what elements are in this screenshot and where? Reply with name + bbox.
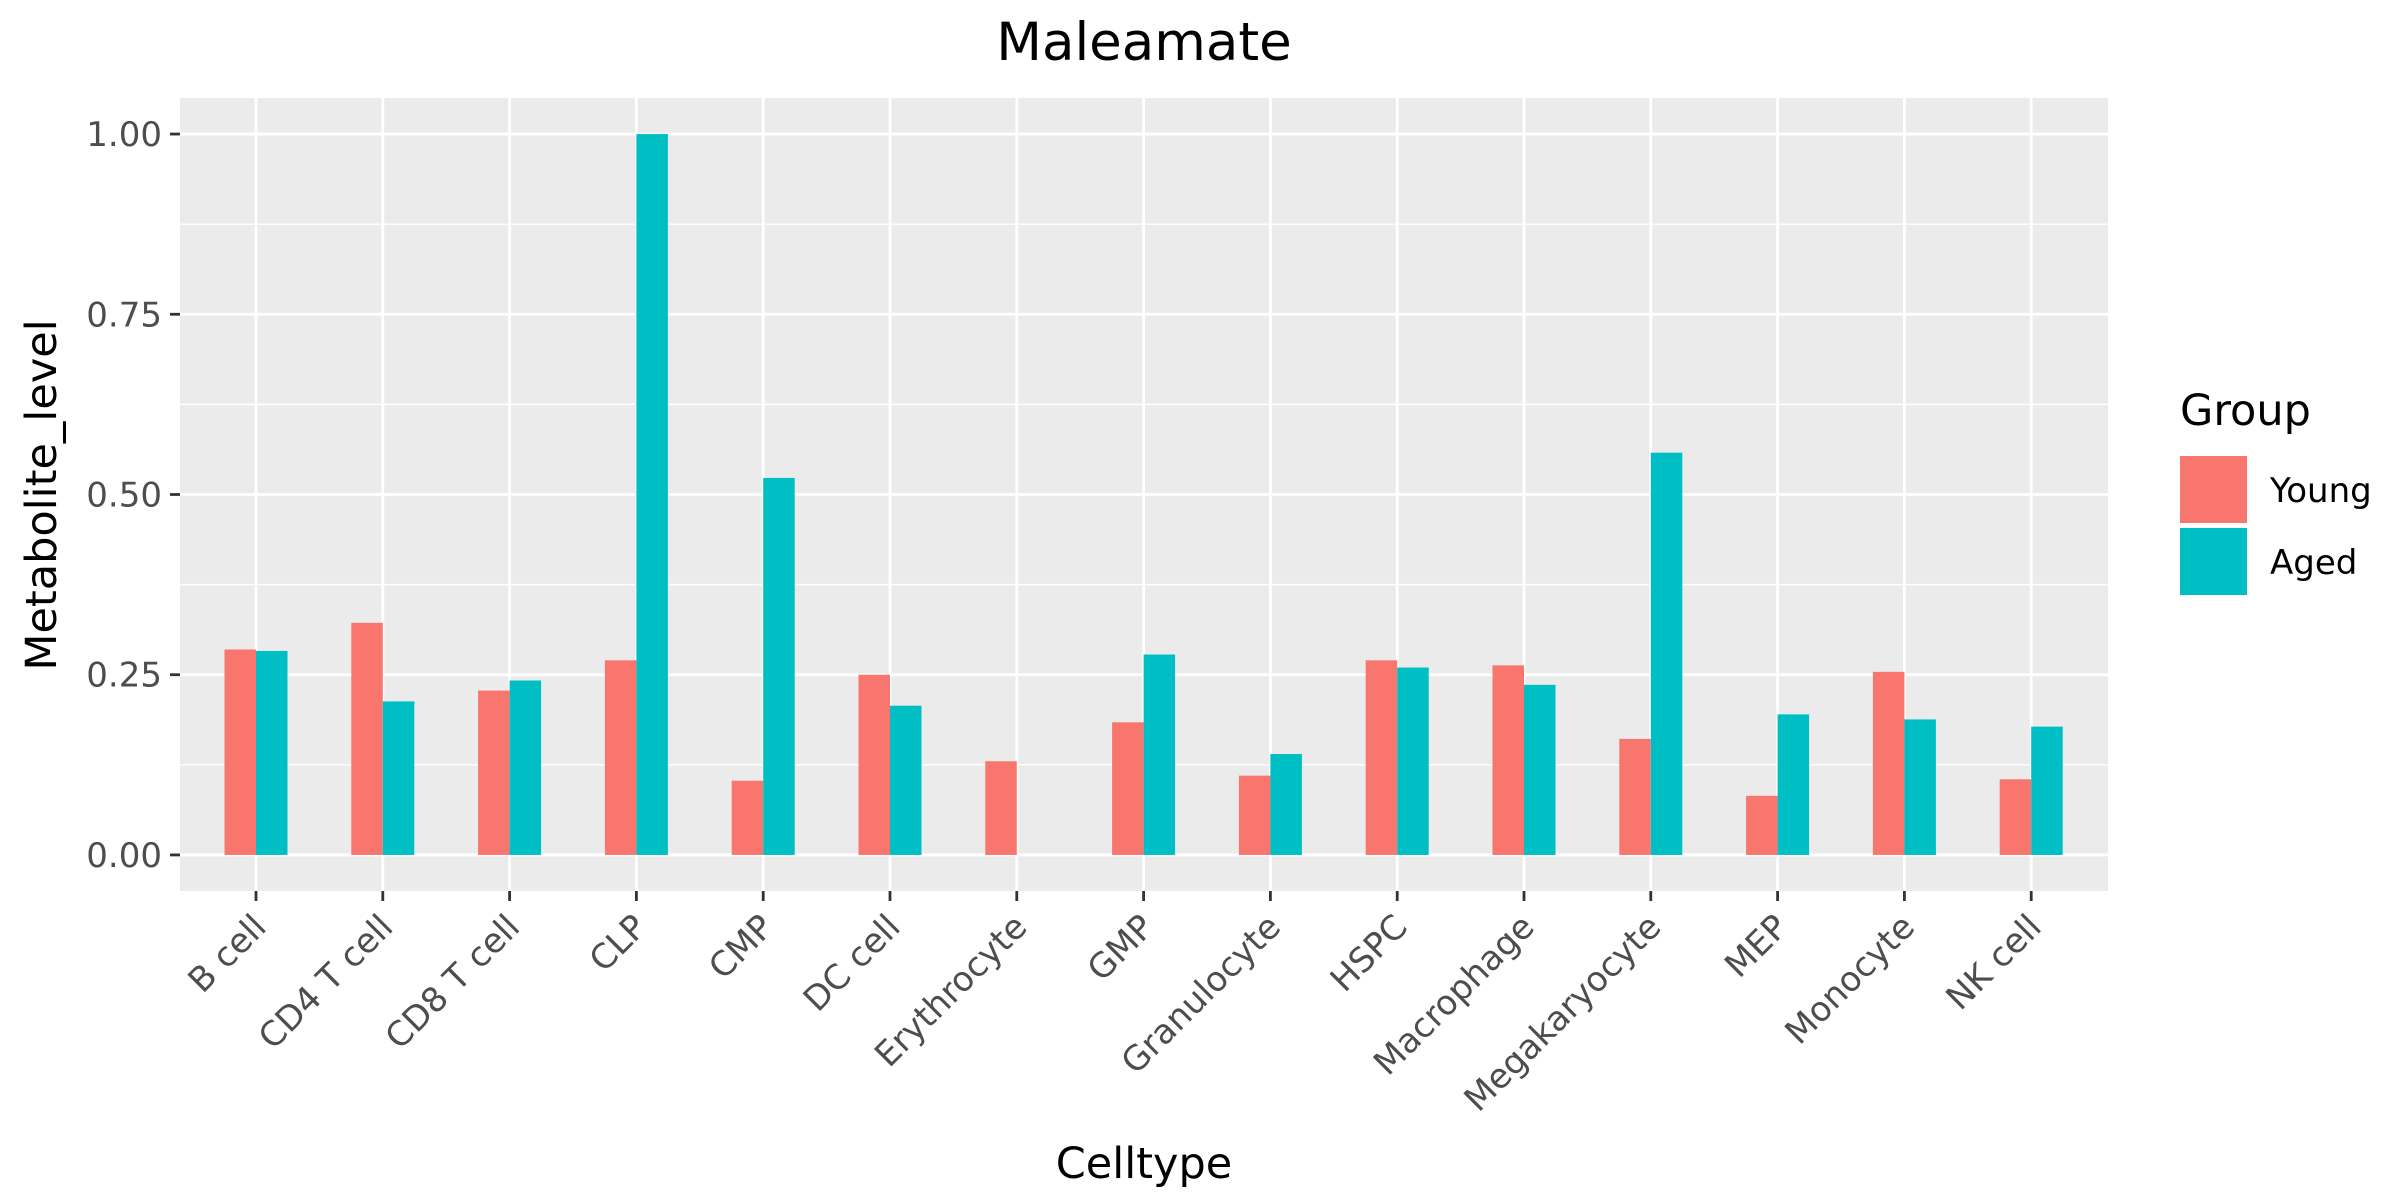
bar-aged (1143, 654, 1176, 855)
legend-key-young (2180, 456, 2247, 523)
bar-young (1238, 775, 1271, 855)
y-tick-label: 0.25 (86, 656, 162, 696)
legend-title: Group (2180, 386, 2311, 436)
x-axis-title: Celltype (1056, 1139, 1232, 1189)
bar-young (351, 622, 383, 855)
legend-label: Young (2269, 471, 2372, 511)
bar-aged (636, 134, 668, 855)
bar-aged (1904, 719, 1936, 855)
legend: Group Young Aged (2180, 386, 2372, 595)
x-tick-label: NK cell (1939, 907, 2050, 1018)
bar-young (1365, 660, 1398, 855)
legend-label: Aged (2270, 543, 2357, 583)
bar-young (1619, 738, 1651, 855)
y-tick-label: 1.00 (86, 115, 162, 155)
bar-aged (1524, 684, 1556, 855)
bar-young (858, 674, 890, 855)
x-tick-label: CD8 T cell (378, 907, 528, 1057)
bar-aged (763, 477, 795, 855)
bar-young (224, 649, 256, 855)
legend-key-aged (2180, 528, 2247, 595)
y-tick-label: 0.75 (86, 295, 162, 335)
bar-young (478, 690, 510, 855)
bar-aged (890, 705, 922, 855)
bar-young (604, 660, 637, 855)
bar-aged (256, 650, 288, 855)
x-tick-label: CLP (582, 907, 655, 980)
y-axis: 0.00 0.25 0.50 0.75 1.00 (86, 115, 180, 876)
x-tick-label: CMP (701, 907, 781, 987)
bar-aged (1397, 667, 1429, 855)
x-tick-label: HSPC (1323, 907, 1416, 1000)
bar-aged (1270, 754, 1302, 855)
x-tick-label: GMP (1080, 907, 1162, 989)
bar-aged (1777, 714, 1810, 855)
y-tick-label: 0.00 (86, 836, 162, 876)
y-axis-title: Metabolite_level (17, 319, 67, 670)
bar-young (1492, 665, 1524, 855)
x-tick-label: CD4 T cell (251, 907, 401, 1057)
x-tick-label: DC cell (796, 907, 909, 1020)
x-tick-label: Monocyte (1777, 907, 1922, 1052)
bar-aged (509, 680, 542, 855)
bar-aged (1650, 452, 1683, 855)
bars (224, 134, 2063, 855)
chart-title: Maleamate (996, 12, 1292, 73)
x-tick-label: B cell (181, 907, 275, 1001)
bar-young (1112, 722, 1144, 855)
bar-young (1746, 795, 1778, 855)
bar-young (1872, 671, 1905, 855)
x-tick-label: MEP (1717, 907, 1796, 986)
bar-young (1999, 779, 2032, 855)
bar-aged (2031, 726, 2063, 855)
bar-young (731, 780, 764, 855)
y-tick-label: 0.50 (86, 476, 162, 516)
bar-aged (382, 701, 415, 855)
bar-young (985, 761, 1017, 855)
